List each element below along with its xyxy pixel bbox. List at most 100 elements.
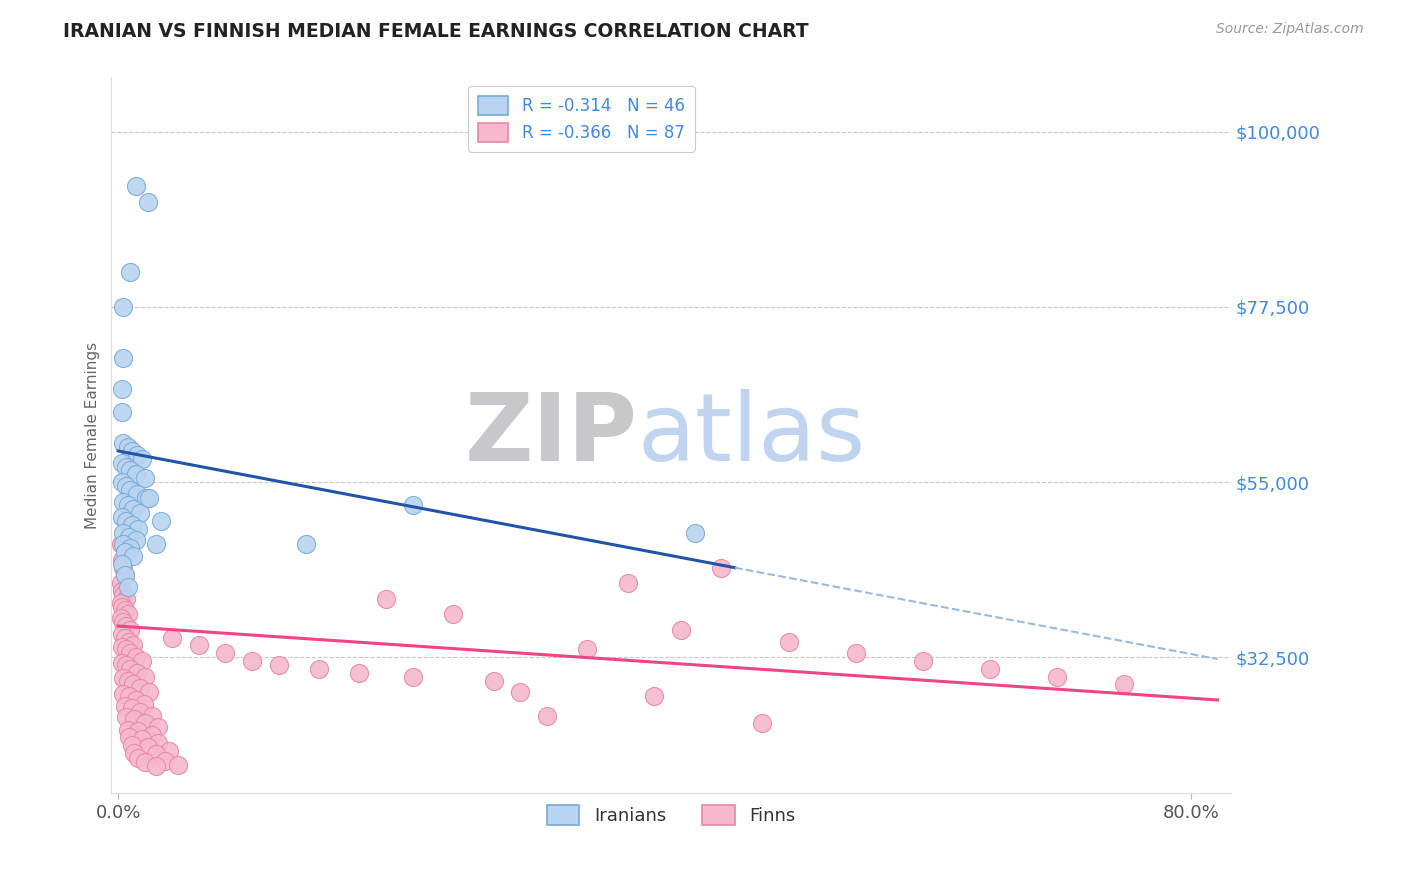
Point (112, 671, 135, 685)
Text: atlas: atlas (637, 390, 866, 482)
Point (117, 723, 139, 737)
Point (111, 475, 134, 489)
Point (117, 580, 139, 594)
Point (134, 670, 156, 684)
Point (112, 537, 135, 551)
Point (911, 654, 934, 668)
Point (112, 560, 135, 574)
Point (117, 440, 139, 454)
Point (110, 537, 132, 551)
Point (115, 657, 138, 672)
Point (131, 654, 153, 668)
Point (536, 708, 558, 723)
Point (114, 631, 136, 645)
Point (616, 576, 638, 591)
Point (128, 705, 150, 719)
Point (118, 731, 141, 745)
Point (402, 670, 425, 684)
Point (375, 591, 398, 606)
Point (120, 463, 142, 477)
Point (121, 549, 143, 563)
Point (308, 662, 330, 676)
Point (141, 708, 163, 723)
Point (125, 665, 148, 680)
Point (125, 448, 148, 462)
Point (111, 456, 134, 470)
Point (121, 639, 143, 653)
Point (118, 689, 141, 703)
Point (120, 483, 142, 497)
Point (112, 615, 135, 629)
Point (117, 607, 139, 622)
Point (110, 576, 132, 591)
Point (122, 713, 145, 727)
Point (118, 634, 141, 648)
Point (112, 525, 135, 540)
Point (124, 533, 146, 548)
Point (114, 545, 136, 559)
Point (115, 710, 138, 724)
Point (145, 759, 167, 773)
Point (111, 640, 134, 654)
Point (121, 444, 143, 458)
Point (509, 685, 531, 699)
Point (134, 471, 156, 485)
Point (683, 525, 706, 540)
Point (844, 646, 866, 660)
Point (115, 642, 138, 657)
Point (150, 514, 173, 528)
Point (112, 494, 135, 508)
Point (111, 510, 134, 524)
Point (120, 623, 142, 637)
Point (482, 673, 505, 688)
Y-axis label: Median Female Earnings: Median Female Earnings (86, 342, 100, 529)
Point (132, 697, 155, 711)
Point (114, 603, 136, 617)
Point (131, 731, 153, 746)
Point (187, 639, 209, 653)
Point (135, 491, 157, 505)
Point (111, 599, 134, 614)
Point (402, 499, 425, 513)
Point (112, 351, 135, 365)
Point (111, 553, 134, 567)
Point (124, 650, 146, 665)
Point (120, 541, 142, 556)
Point (117, 499, 139, 513)
Point (751, 716, 773, 731)
Point (120, 265, 142, 279)
Point (115, 591, 138, 606)
Point (127, 522, 149, 536)
Point (778, 634, 800, 648)
Point (643, 689, 665, 703)
Point (214, 646, 236, 660)
Point (240, 654, 263, 668)
Point (121, 738, 143, 752)
Point (114, 568, 136, 582)
Point (349, 665, 371, 680)
Point (121, 677, 143, 691)
Point (1046, 670, 1069, 684)
Point (114, 568, 136, 582)
Point (141, 728, 163, 742)
Point (110, 611, 132, 625)
Point (131, 451, 153, 466)
Point (127, 751, 149, 765)
Point (167, 757, 190, 772)
Point (160, 631, 183, 645)
Point (115, 514, 138, 528)
Point (148, 720, 170, 734)
Text: Source: ZipAtlas.com: Source: ZipAtlas.com (1216, 22, 1364, 37)
Point (121, 517, 143, 532)
Legend: Iranians, Finns: Iranians, Finns (538, 796, 804, 834)
Point (120, 646, 142, 660)
Point (134, 756, 156, 770)
Point (121, 502, 143, 516)
Point (115, 619, 138, 633)
Point (145, 537, 167, 551)
Point (148, 736, 170, 750)
Point (138, 491, 160, 505)
Point (111, 656, 134, 670)
Point (114, 699, 136, 714)
Point (267, 657, 290, 672)
